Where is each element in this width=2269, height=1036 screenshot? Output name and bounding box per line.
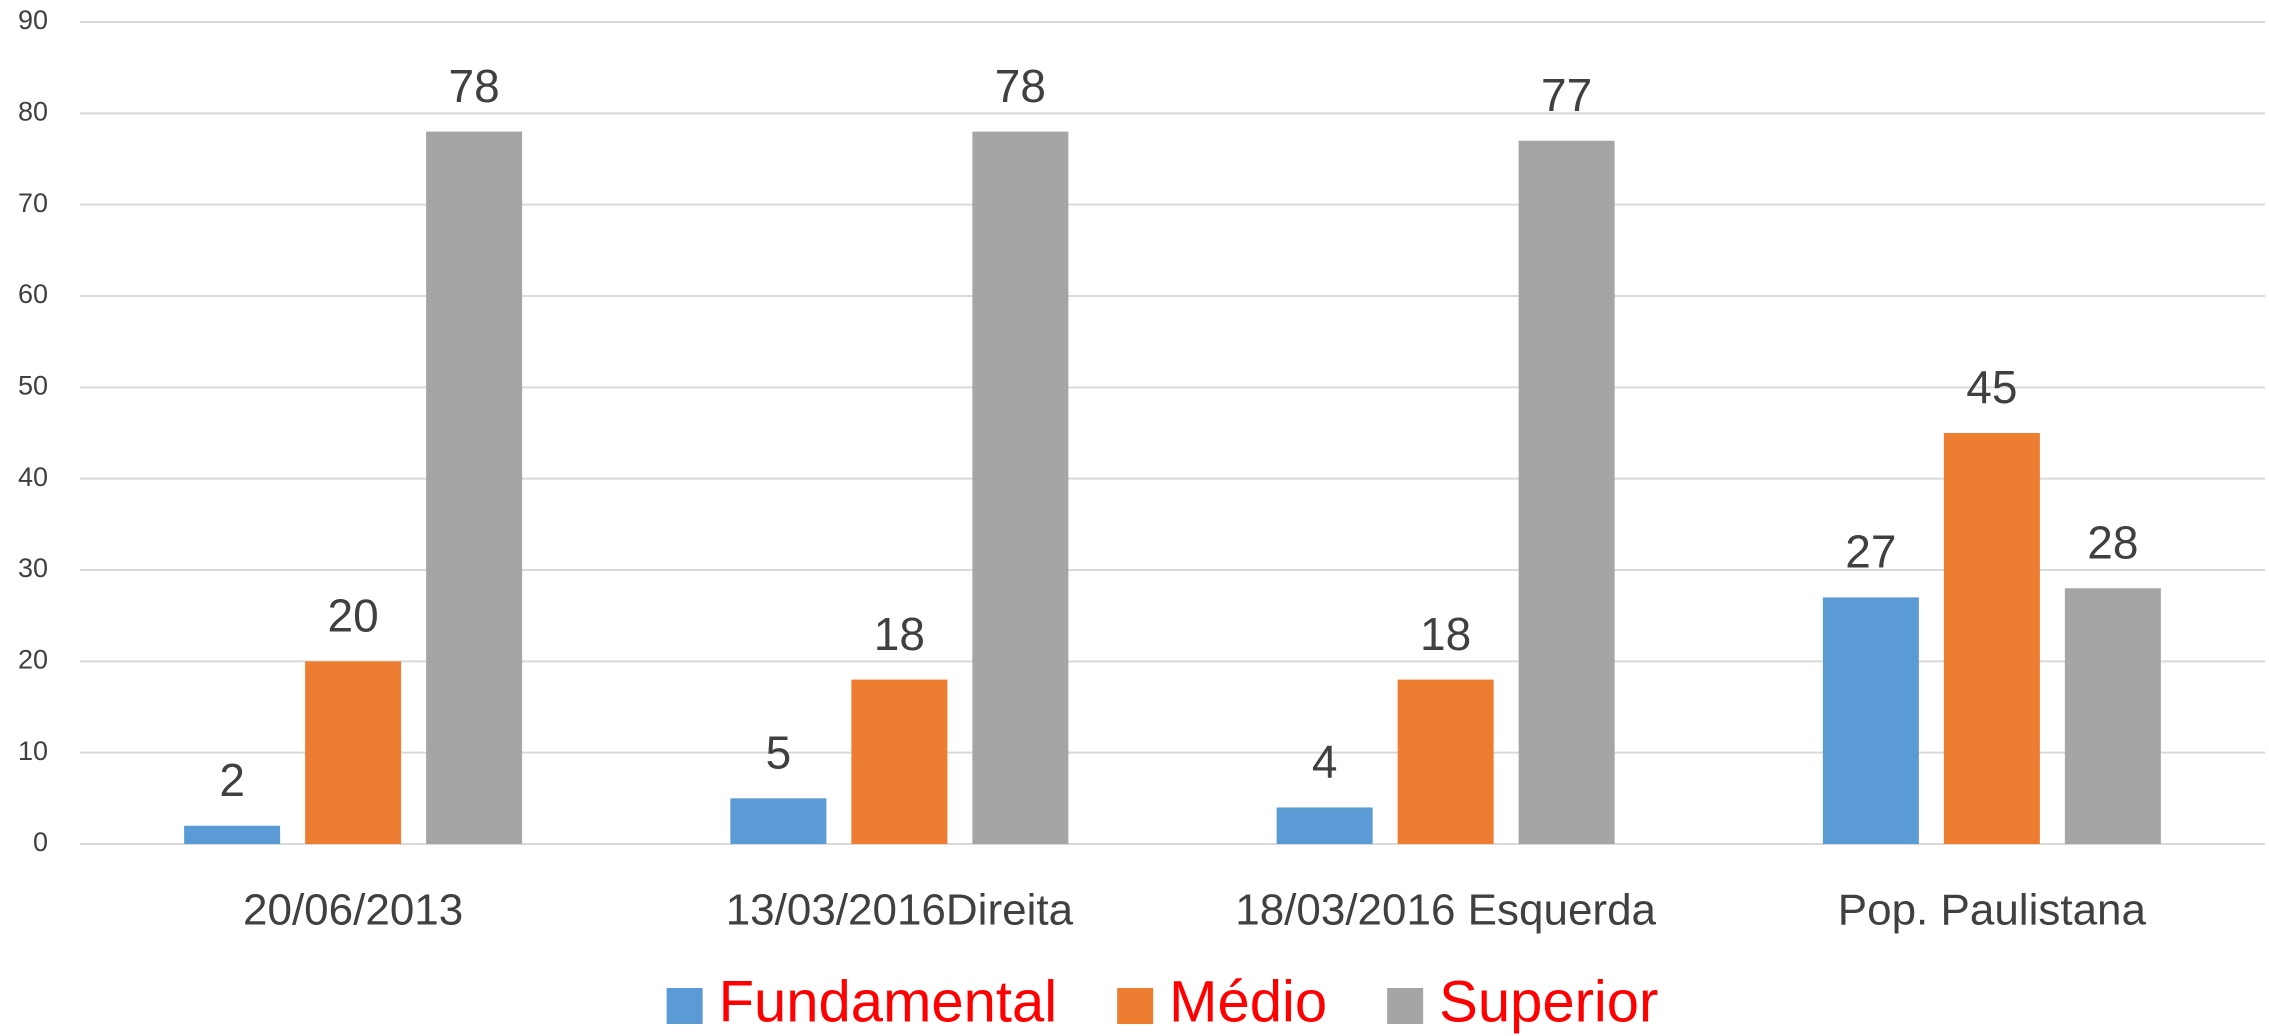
x-tick-label: 18/03/2016 Esquerda: [1235, 886, 1656, 935]
legend-label: Fundamental: [719, 969, 1058, 1034]
data-label: 2: [219, 754, 245, 806]
legend-swatch: [1387, 988, 1424, 1024]
bar: [1397, 679, 1494, 844]
data-label: 18: [874, 608, 925, 660]
y-tick-label: 20: [18, 644, 48, 674]
y-tick-label: 10: [18, 736, 48, 766]
y-tick-label: 90: [18, 5, 48, 35]
data-label: 45: [1966, 361, 2017, 413]
data-label: 18: [1420, 608, 1471, 660]
bar: [730, 798, 827, 844]
y-tick-label: 30: [18, 553, 48, 583]
y-tick-label: 80: [18, 96, 48, 126]
x-tick-label: Pop. Paulistana: [1838, 886, 2147, 935]
data-label: 20: [328, 589, 379, 641]
bar: [1943, 433, 2040, 844]
y-tick-label: 60: [18, 279, 48, 309]
bar: [1276, 807, 1373, 844]
x-tick-label: 13/03/2016Direita: [726, 886, 1074, 935]
legend-label: Superior: [1439, 969, 1658, 1034]
data-label: 5: [766, 726, 792, 778]
bar: [2064, 588, 2161, 844]
data-label: 28: [2087, 516, 2138, 568]
data-label: 78: [995, 60, 1046, 112]
legend-swatch: [1117, 988, 1154, 1024]
data-label: 77: [1541, 69, 1592, 121]
data-label: 4: [1312, 736, 1338, 788]
data-label: 27: [1845, 526, 1896, 578]
x-tick-label: 20/06/2013: [243, 886, 463, 935]
bar: [851, 679, 948, 844]
bar: [972, 131, 1069, 845]
bar: [1518, 140, 1615, 844]
data-label: 78: [449, 60, 500, 112]
y-tick-label: 50: [18, 370, 48, 400]
bar: [305, 661, 402, 844]
bar: [426, 131, 523, 845]
legend-label: Médio: [1169, 969, 1327, 1034]
bar: [184, 825, 281, 844]
y-tick-label: 70: [18, 188, 48, 218]
bar: [1822, 597, 1919, 844]
y-tick-label: 0: [33, 827, 48, 857]
legend-swatch: [666, 988, 703, 1024]
y-tick-label: 40: [18, 462, 48, 492]
